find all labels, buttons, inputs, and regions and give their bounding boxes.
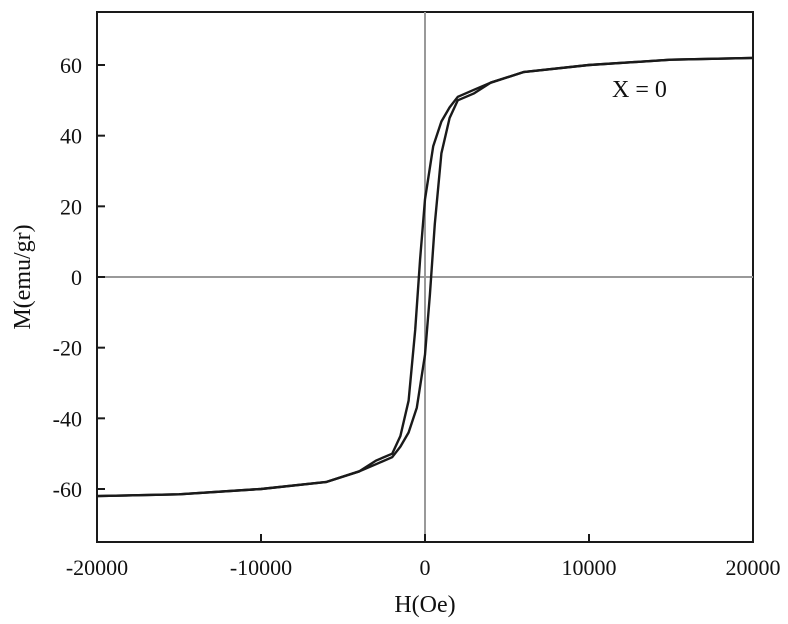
y-tick-label: -20	[53, 336, 82, 361]
y-tick-label: -60	[53, 477, 82, 502]
y-axis-title: M(emu/gr)	[10, 224, 36, 329]
hysteresis-branch-ascending	[96, 56, 754, 498]
y-tick-label: 60	[60, 53, 82, 78]
x-tick-label: 20000	[726, 555, 781, 580]
hysteresis-curves	[96, 56, 754, 498]
series-annotation: X = 0	[612, 77, 667, 103]
x-tick-label: 0	[420, 555, 431, 580]
x-axis-ticks: -20000 -10000 0 10000 20000	[66, 534, 781, 580]
y-tick-label: 0	[71, 265, 82, 290]
y-axis-ticks: -60 -40 -20 0 20 40 60	[53, 53, 105, 502]
x-tick-label: -20000	[66, 555, 128, 580]
x-tick-label: -10000	[230, 555, 292, 580]
x-tick-label: 10000	[562, 555, 617, 580]
y-tick-label: -40	[53, 406, 82, 431]
x-axis-title: H(Oe)	[394, 592, 455, 618]
y-tick-label: 40	[60, 124, 82, 149]
y-tick-label: 20	[60, 194, 82, 219]
